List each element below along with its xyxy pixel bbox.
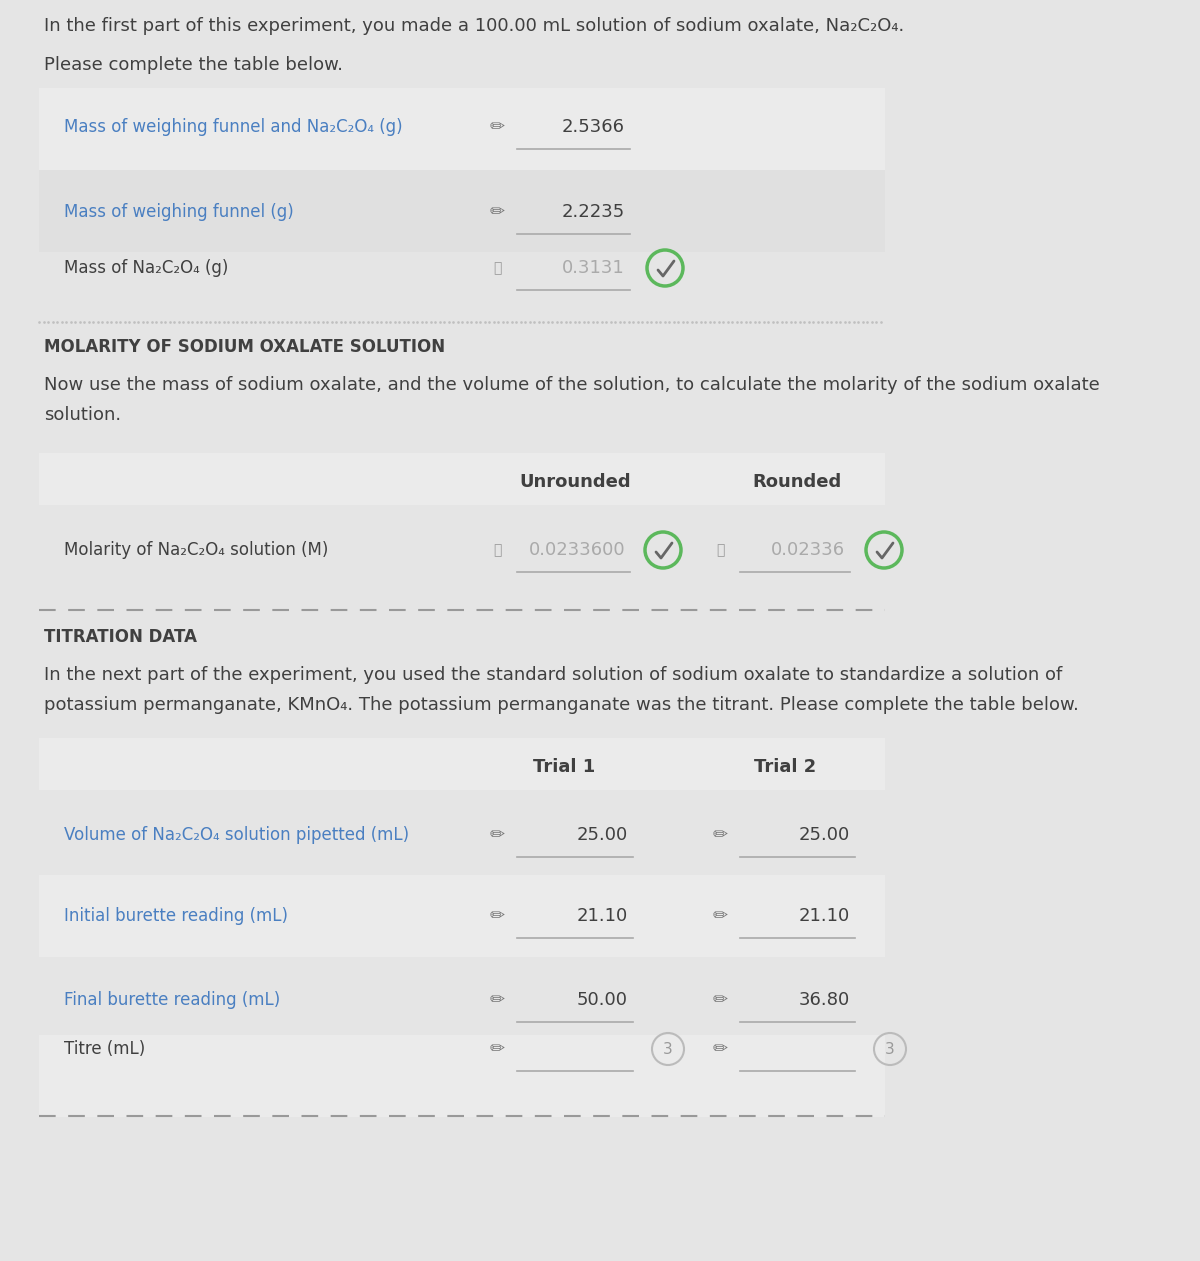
- Text: Final burette reading (mL): Final burette reading (mL): [64, 991, 281, 1009]
- Text: In the first part of this experiment, you made a 100.00 mL solution of sodium ox: In the first part of this experiment, yo…: [44, 16, 905, 35]
- Text: 🔒: 🔒: [493, 543, 502, 557]
- Text: ✏: ✏: [490, 1040, 504, 1058]
- Text: Initial burette reading (mL): Initial burette reading (mL): [64, 907, 288, 926]
- Text: 3: 3: [664, 1042, 673, 1057]
- Text: ✏: ✏: [490, 826, 504, 844]
- Text: Now use the mass of sodium oxalate, and the volume of the solution, to calculate: Now use the mass of sodium oxalate, and …: [44, 376, 1099, 393]
- Text: Trial 2: Trial 2: [754, 758, 816, 776]
- Text: 2.2235: 2.2235: [562, 203, 625, 221]
- Text: MOLARITY OF SODIUM OXALATE SOLUTION: MOLARITY OF SODIUM OXALATE SOLUTION: [44, 338, 445, 356]
- Bar: [38, 1035, 886, 1117]
- Text: Please complete the table below.: Please complete the table below.: [44, 55, 343, 74]
- Text: 50.00: 50.00: [577, 991, 628, 1009]
- Text: Volume of Na₂C₂O₄ solution pipetted (mL): Volume of Na₂C₂O₄ solution pipetted (mL): [64, 826, 409, 844]
- Bar: [38, 738, 886, 789]
- Bar: [38, 170, 886, 252]
- Text: 3: 3: [886, 1042, 895, 1057]
- Text: In the next part of the experiment, you used the standard solution of sodium oxa: In the next part of the experiment, you …: [44, 666, 1062, 683]
- Text: 21.10: 21.10: [577, 907, 628, 926]
- Text: 36.80: 36.80: [799, 991, 850, 1009]
- Text: Rounded: Rounded: [752, 473, 841, 491]
- Text: ✏: ✏: [713, 907, 727, 926]
- Text: ✏: ✏: [490, 907, 504, 926]
- Bar: [38, 453, 886, 504]
- Text: TITRATION DATA: TITRATION DATA: [44, 628, 197, 646]
- Text: 0.3131: 0.3131: [563, 259, 625, 277]
- Text: Mass of weighing funnel and Na₂C₂O₄ (g): Mass of weighing funnel and Na₂C₂O₄ (g): [64, 119, 403, 136]
- Text: ✏: ✏: [713, 826, 727, 844]
- Text: Molarity of Na₂C₂O₄ solution (M): Molarity of Na₂C₂O₄ solution (M): [64, 541, 329, 559]
- Text: ✏: ✏: [713, 1040, 727, 1058]
- Text: potassium permanganate, KMnO₄. The potassium permanganate was the titrant. Pleas: potassium permanganate, KMnO₄. The potas…: [44, 696, 1079, 714]
- Bar: [38, 875, 886, 957]
- Text: Unrounded: Unrounded: [520, 473, 631, 491]
- Text: Trial 1: Trial 1: [533, 758, 595, 776]
- Text: 0.0233600: 0.0233600: [528, 541, 625, 559]
- Text: Mass of weighing funnel (g): Mass of weighing funnel (g): [64, 203, 294, 221]
- Text: ✏: ✏: [713, 991, 727, 1009]
- Text: Titre (mL): Titre (mL): [64, 1040, 145, 1058]
- Text: 0.02336: 0.02336: [770, 541, 845, 559]
- Text: 25.00: 25.00: [799, 826, 850, 844]
- Text: 25.00: 25.00: [577, 826, 628, 844]
- Text: ✏: ✏: [490, 203, 504, 221]
- Text: 2.5366: 2.5366: [562, 119, 625, 136]
- Text: solution.: solution.: [44, 406, 121, 424]
- Bar: [38, 88, 886, 170]
- Text: 🔒: 🔒: [716, 543, 724, 557]
- Text: 🔒: 🔒: [493, 261, 502, 275]
- Text: ✏: ✏: [490, 991, 504, 1009]
- Text: Mass of Na₂C₂O₄ (g): Mass of Na₂C₂O₄ (g): [64, 259, 228, 277]
- Text: ✏: ✏: [490, 119, 504, 136]
- Text: 21.10: 21.10: [799, 907, 850, 926]
